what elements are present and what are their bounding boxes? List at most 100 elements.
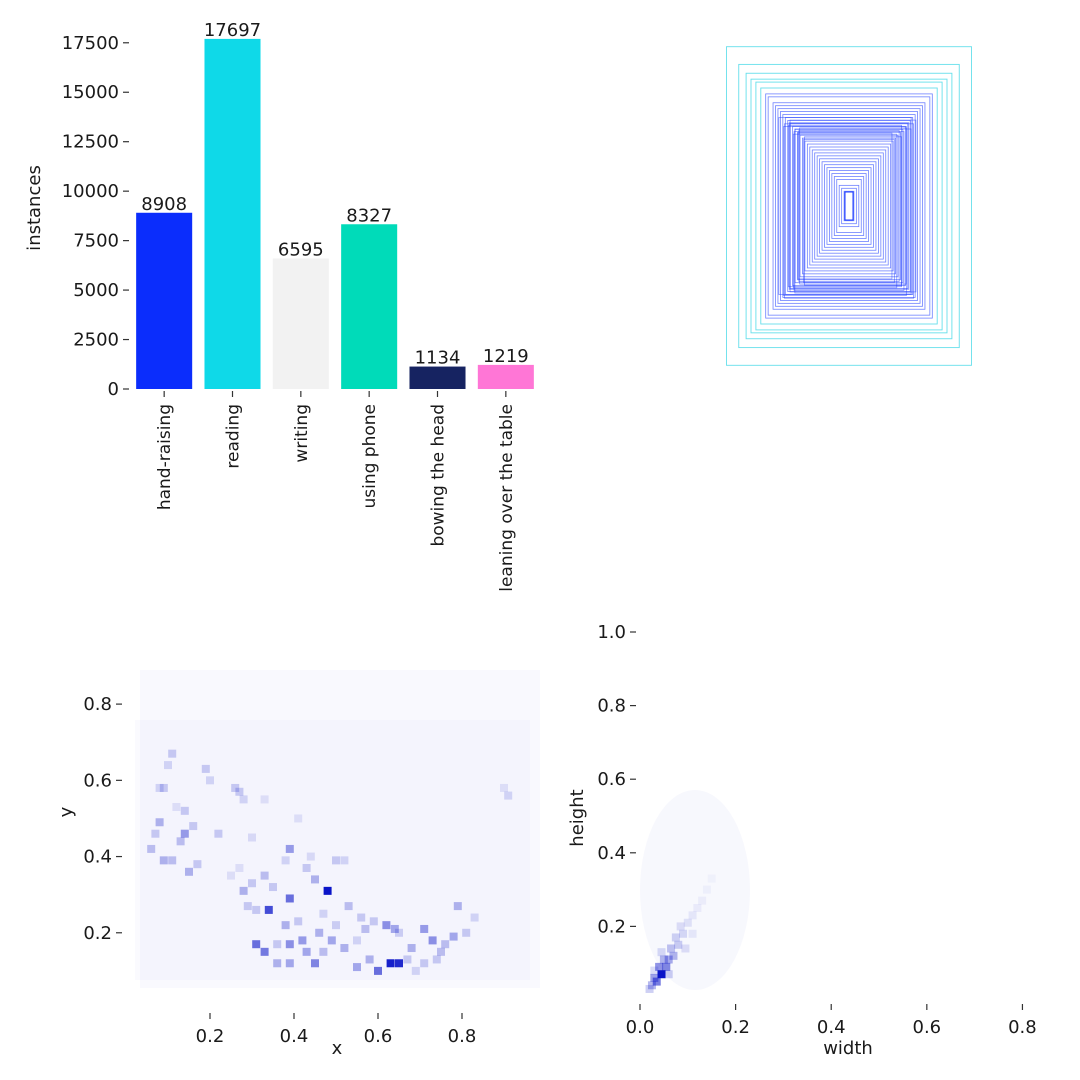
heatmap-cell xyxy=(285,844,294,853)
heatmap-cell xyxy=(235,787,244,796)
heatmap-cell xyxy=(155,783,164,792)
xy-x-axis-label: x xyxy=(332,1038,343,1059)
overlay-box xyxy=(806,143,892,269)
heatmap-cell xyxy=(681,944,690,953)
overlay-box xyxy=(843,190,855,222)
heatmap-cell xyxy=(273,940,282,949)
y-tick-label: 0.4 xyxy=(597,843,626,864)
heatmap-cell xyxy=(679,929,688,938)
overlay-box xyxy=(809,146,889,266)
heatmap-cell xyxy=(327,936,336,945)
bar-value-label: 8327 xyxy=(346,205,392,226)
heatmap-cell xyxy=(390,924,399,933)
wh-heatmap-cells xyxy=(645,875,716,993)
overlay-box xyxy=(782,114,916,298)
heatmap-cell xyxy=(227,871,235,880)
heatmap-cell xyxy=(698,896,707,905)
heatmap-cell xyxy=(669,951,678,960)
overlay-box xyxy=(777,108,921,304)
bar-y-tick-label: 15000 xyxy=(62,82,119,103)
heatmap-cell xyxy=(411,966,420,975)
heatmap-cell xyxy=(285,940,294,949)
heatmap-cell xyxy=(708,875,716,883)
bar-reading xyxy=(204,38,261,389)
y-tick-label: 0.4 xyxy=(83,847,112,868)
bar-x-tick-label: hand-raising xyxy=(155,404,175,510)
overlay-box xyxy=(819,158,879,254)
heatmap-cell xyxy=(206,776,214,785)
heatmap-cell xyxy=(172,803,181,812)
heatmap-cell xyxy=(214,829,223,838)
overlay-box xyxy=(772,102,926,310)
heatmap-cell xyxy=(260,947,269,956)
heatmap-cell xyxy=(231,783,240,792)
overlay-box xyxy=(831,173,867,239)
overlay-box xyxy=(841,187,857,225)
xy-heatmap-cells xyxy=(147,749,513,975)
overlay-box xyxy=(838,184,860,228)
bar-x-tick-label: writing xyxy=(292,404,312,463)
heatmap-cell xyxy=(676,922,685,931)
heatmap-cell xyxy=(260,871,269,880)
heatmap-cell xyxy=(340,944,349,953)
heatmap-cell xyxy=(353,963,361,972)
bounding-box-overlay xyxy=(726,46,972,366)
overlay-box xyxy=(799,127,907,285)
heatmap-cell xyxy=(353,936,361,945)
bar-y-tick-label: 5000 xyxy=(73,280,119,301)
heatmap-cell xyxy=(155,818,164,827)
bar-x-tick-labels: hand-raising reading writing using phone bow… xyxy=(155,391,517,592)
heatmap-cell xyxy=(239,795,248,804)
heatmap-cell xyxy=(657,970,666,979)
overlay-box xyxy=(793,131,905,291)
heatmap-cell xyxy=(260,795,269,804)
x-tick-label: 0.8 xyxy=(1008,1017,1037,1038)
heatmap-cell xyxy=(248,879,256,888)
heatmap-cell xyxy=(281,856,290,865)
bar-value-label: 17697 xyxy=(204,20,261,41)
heatmap-cell xyxy=(185,867,193,876)
overlay-box xyxy=(826,167,872,245)
heatmap-cell xyxy=(189,822,198,831)
x-tick-label: 0.6 xyxy=(364,1026,393,1047)
heatmap-cell xyxy=(319,909,328,918)
overlay-box xyxy=(775,105,923,307)
x-tick-label: 0.2 xyxy=(196,1026,225,1047)
bar-y-tick-label: 12500 xyxy=(62,132,119,153)
xy-heatmap-axes: 0.2 0.4 0.6 0.8 0.2 0.4 0.6 0.8 xyxy=(83,694,476,1047)
heatmap-cell xyxy=(462,928,471,937)
heatmap-cell xyxy=(151,829,160,838)
wh-x-axis-label: width xyxy=(823,1038,873,1059)
y-tick-label: 0.8 xyxy=(597,696,626,717)
overlay-box xyxy=(794,128,912,294)
heatmap-cell xyxy=(294,814,303,823)
wh-y-axis-label: height xyxy=(567,789,588,846)
overlay-box xyxy=(804,140,894,272)
heatmap-cell xyxy=(652,977,661,986)
heatmap-cell xyxy=(243,902,252,911)
heatmap-cell xyxy=(662,962,671,971)
bar-using-phone xyxy=(341,224,398,389)
heatmap-cell xyxy=(252,940,261,949)
heatmap-cell xyxy=(470,913,479,922)
overlay-box xyxy=(788,122,910,290)
heatmap-cell xyxy=(500,783,508,792)
overlay-box xyxy=(789,119,917,293)
heatmap-cell xyxy=(369,917,378,926)
heatmap-cell xyxy=(395,928,403,937)
heatmap-cell xyxy=(688,929,697,938)
overlay-box xyxy=(811,149,887,263)
overlay-box xyxy=(797,131,901,281)
bar-y-tick-label: 2500 xyxy=(73,330,119,351)
heatmap-cell xyxy=(298,936,307,945)
heatmap-cell xyxy=(645,984,654,993)
bar-value-label: 6595 xyxy=(278,240,324,261)
heatmap-cell xyxy=(702,885,711,894)
heatmap-cell xyxy=(650,973,659,982)
heatmap-cell xyxy=(647,981,656,990)
x-tick-label: 0.6 xyxy=(913,1017,942,1038)
heatmap-cell xyxy=(239,886,248,895)
heatmap-cell xyxy=(332,921,340,930)
heatmap-cell xyxy=(332,856,340,865)
